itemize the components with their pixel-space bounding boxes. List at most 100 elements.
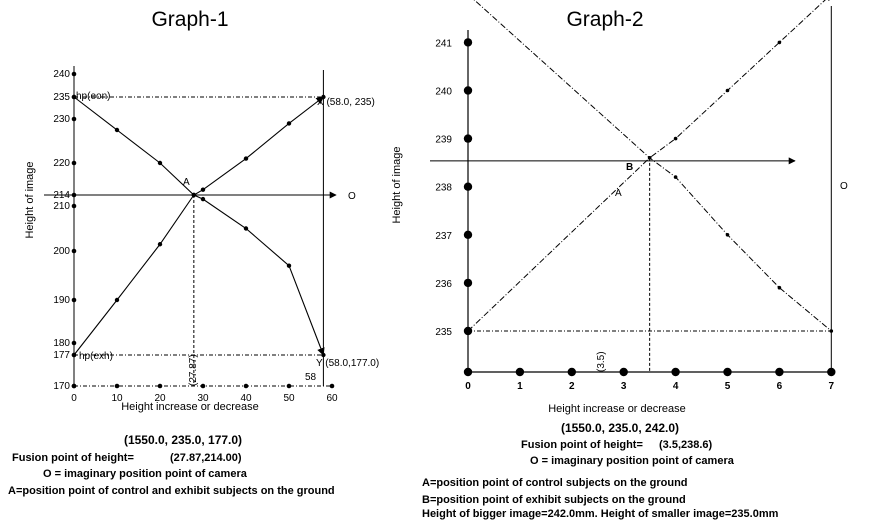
- graph-1-series: [73, 96, 325, 356]
- graph-1-data-point: [114, 127, 120, 133]
- graph-1-x-tick-label: 30: [197, 393, 209, 404]
- graph-1-x-tick-label: 10: [111, 393, 123, 404]
- graph-1-y-tick-label: 180: [53, 338, 70, 349]
- graph-2-y-tick-dot: [463, 86, 473, 95]
- graph-1-title: Graph-1: [151, 8, 228, 31]
- graph-2-caption-b-desc: B=position point of exhibit subjects on …: [422, 494, 686, 506]
- graph-1-y-tick-label: 235: [53, 92, 70, 103]
- graph-2-x-tick-label: 2: [569, 381, 575, 392]
- graph-2-y-axis-label: Height of image: [391, 146, 403, 223]
- graph-1-y-tick-label: 230: [53, 114, 70, 125]
- graph-1-point-a-label: A: [183, 177, 190, 188]
- graph-1-x-end-label: 58: [305, 372, 317, 383]
- graph-1-x-tick-dot: [71, 383, 77, 389]
- graph-1-y-tick-label: 240: [53, 69, 70, 80]
- graph-2-y-tick-label: 237: [435, 231, 452, 242]
- graph-2-x-axis-label: Height increase or decrease: [548, 403, 686, 415]
- graph-2-x-tick-label: 6: [777, 381, 783, 392]
- graph-2-x-tick-dot: [723, 367, 732, 377]
- graph-1-y-tick-label: 170: [53, 381, 70, 392]
- graph-1-data-point: [286, 263, 292, 268]
- graph-1-x-tick-dot: [243, 383, 249, 389]
- graph-1-data-point: [321, 352, 326, 358]
- graph-1-fusion-x-label: (27.87): [188, 354, 199, 386]
- graph-2-ticks: 235 236 237 238 239 240 241 242 0 1 2 3 4 5 6 7: [435, 0, 836, 392]
- graph-1-y-tick-label: 177: [53, 350, 70, 361]
- graph-2-x-tick-label: 4: [673, 381, 679, 392]
- graph-1-series-line: [73, 96, 325, 356]
- graph-2-x-tick-dot: [567, 367, 576, 377]
- graph-1-x-tick-label: 40: [240, 393, 252, 404]
- graph-1-x-tick-label: 60: [326, 393, 338, 404]
- graph-2-data-point: [466, 329, 470, 333]
- graph-1-y-tick-label: 190: [53, 295, 70, 306]
- graph-1-x-tick-label: 50: [283, 393, 295, 404]
- graph-2-y-tick-label: 242: [435, 0, 452, 1]
- graph-2-x-tick-label: 7: [829, 381, 835, 392]
- graph-2-data-point: [725, 233, 730, 237]
- graph-2-points: [466, 40, 834, 333]
- graph-2-y-tick-label: 235: [435, 327, 452, 338]
- graph-2-x-tick-dot: [775, 367, 784, 377]
- graph-1-y-axis-label: Height of image: [24, 161, 36, 238]
- graph-2-caption-fusion-value: (3.5,238.6): [659, 439, 713, 451]
- graph-1-y-tick-label: 210: [53, 201, 70, 212]
- graph-2-data-point: [673, 136, 678, 141]
- graph-2-data-point: [673, 175, 678, 179]
- graph-1-data-point: [71, 352, 77, 358]
- graph-2-x-tick-label: 1: [517, 381, 523, 392]
- graph-1-data-point: [321, 94, 326, 100]
- graph-2-x-tick-label: 3: [621, 381, 627, 392]
- graph-2-caption-a-desc: A=position point of control subjects on …: [422, 477, 688, 489]
- graph-1-caption-a-desc: A=position point of control and exhibit …: [8, 485, 335, 497]
- graph-1-caption-fusion-value: (27.87,214.00): [170, 452, 242, 464]
- graph-2-data-point: [829, 329, 834, 333]
- graph-2-y-tick-dot: [463, 182, 473, 191]
- graph-1-hp-con-label: hp(eon): [76, 91, 110, 102]
- graph-2-series: [467, 0, 832, 332]
- graph-1-caption-o-desc: O = imaginary position point of camera: [43, 468, 248, 480]
- graph-2-x-tick-label: 5: [725, 381, 731, 392]
- graph-2-axes: [430, 6, 832, 373]
- graph-1-series-line: [73, 96, 325, 356]
- graph-1-y-tick-dot: [71, 192, 77, 198]
- graph-2-x-tick-label: 0: [465, 381, 471, 392]
- graph-2-caption-coords: (1550.0, 235.0, 242.0): [561, 421, 679, 435]
- graph-2-x-tick-dot: [619, 367, 628, 377]
- graph-1-data-point: [200, 187, 206, 192]
- graph-2-series-line: [467, 0, 832, 332]
- graph-1-x-tick-dot: [200, 383, 206, 389]
- graph-1-data-point: [71, 94, 77, 100]
- graph-1-caption-coords: (1550.0, 235.0, 177.0): [124, 433, 242, 447]
- graph-2-y-tick-label: 238: [435, 183, 452, 194]
- graph-1-y-tick-dot: [71, 116, 77, 122]
- graph-1-caption-fusion-label: Fusion point of height=: [12, 452, 134, 464]
- graph-2-point-b-label: B: [626, 162, 633, 173]
- graph-1-x-tick-label: 20: [154, 393, 166, 404]
- graph-1: Graph-1 Height of image Height increase …: [24, 8, 379, 413]
- graph-2-x-tick-dot: [463, 367, 473, 377]
- graph-1-data-point: [114, 297, 120, 303]
- graph-1-y-tick-dot: [71, 71, 77, 77]
- graph-1-data-point: [157, 160, 163, 166]
- graph-2-x-tick-dot: [827, 367, 836, 377]
- graph-2-origin-o-label: O: [840, 181, 848, 192]
- graph-2-data-point: [777, 40, 782, 45]
- graph-2-point-a-label: A: [615, 188, 622, 199]
- graph-1-data-point: [243, 156, 249, 161]
- graph-1-data-point: [191, 192, 197, 198]
- graph-2-y-tick-label: 241: [435, 38, 452, 49]
- graph-1-origin-o-label: O: [348, 191, 356, 202]
- graph-1-x-tick-dot: [114, 383, 120, 389]
- graph-1-y-tick-dot: [71, 203, 77, 209]
- graph-2-data-point: [725, 88, 730, 93]
- graph-2-title: Graph-2: [566, 8, 643, 31]
- graph-1-data-point: [286, 121, 292, 126]
- graph-2-y-tick-label: 240: [435, 87, 452, 98]
- graph-2-y-tick-label: 236: [435, 279, 452, 290]
- graph-2-y-tick-dot: [463, 230, 473, 239]
- graph-1-y-tick-dot: [71, 160, 77, 166]
- graph-2-y-tick-label: 239: [435, 135, 452, 146]
- graph-1-data-point: [243, 226, 249, 231]
